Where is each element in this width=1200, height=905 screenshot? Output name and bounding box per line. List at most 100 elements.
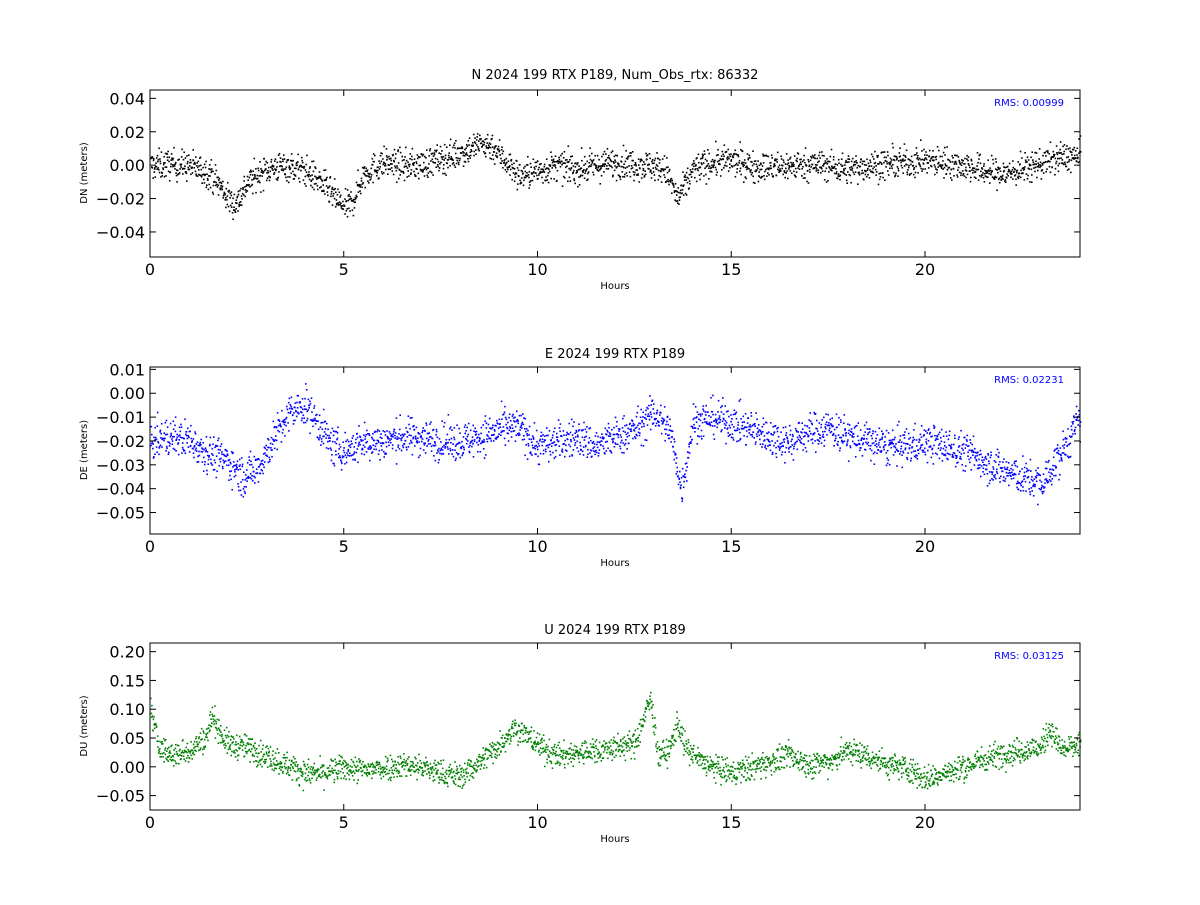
data-point xyxy=(505,169,507,171)
data-point xyxy=(279,153,281,155)
data-point xyxy=(397,436,399,438)
data-point xyxy=(396,170,398,172)
data-point xyxy=(866,159,868,161)
data-point xyxy=(209,164,211,166)
data-point xyxy=(884,151,886,153)
data-point xyxy=(775,442,777,444)
data-point xyxy=(383,451,385,453)
data-point xyxy=(313,419,315,421)
data-point xyxy=(456,157,458,159)
data-point xyxy=(690,169,692,171)
data-point xyxy=(394,435,396,437)
data-point xyxy=(552,162,554,164)
data-point xyxy=(270,171,272,173)
data-point xyxy=(284,158,286,160)
data-point xyxy=(254,175,256,177)
data-point xyxy=(747,159,749,161)
data-point xyxy=(853,172,855,174)
data-point xyxy=(690,442,692,444)
data-point xyxy=(573,437,575,439)
data-point xyxy=(492,154,494,156)
data-point xyxy=(729,434,731,436)
data-point xyxy=(637,406,639,408)
data-point xyxy=(736,430,738,432)
data-point xyxy=(838,434,840,436)
data-point xyxy=(876,171,878,173)
data-point xyxy=(369,460,371,462)
data-point xyxy=(819,441,821,443)
data-point xyxy=(1043,172,1045,174)
data-point xyxy=(580,175,582,177)
data-point xyxy=(969,439,971,441)
data-point xyxy=(242,466,244,468)
data-point xyxy=(681,477,683,479)
data-point xyxy=(916,439,918,441)
data-point xyxy=(696,157,698,159)
data-point xyxy=(859,174,861,176)
data-point xyxy=(887,450,889,452)
data-point xyxy=(212,454,214,456)
data-point xyxy=(249,171,251,173)
data-point xyxy=(407,161,409,163)
data-point xyxy=(704,153,706,155)
data-point xyxy=(807,159,809,161)
data-point xyxy=(617,155,619,157)
data-point xyxy=(910,164,912,166)
data-point xyxy=(1033,161,1035,163)
data-point xyxy=(307,418,309,420)
data-point xyxy=(807,170,809,172)
data-point xyxy=(712,411,714,413)
data-point xyxy=(505,158,507,160)
data-point xyxy=(378,441,380,443)
data-point xyxy=(706,160,708,162)
data-point xyxy=(870,445,872,447)
data-point xyxy=(419,433,421,435)
data-point xyxy=(914,439,916,441)
data-point xyxy=(153,158,155,160)
data-point xyxy=(530,180,532,182)
data-point xyxy=(403,435,405,437)
data-point xyxy=(264,452,266,454)
data-point xyxy=(168,454,170,456)
data-point xyxy=(974,448,976,450)
data-point xyxy=(934,166,936,168)
data-point xyxy=(942,460,944,462)
data-point xyxy=(1030,157,1032,159)
data-point xyxy=(660,171,662,173)
data-point xyxy=(868,445,870,447)
data-point xyxy=(196,162,198,164)
data-point xyxy=(254,456,256,458)
data-point xyxy=(269,461,271,463)
data-point xyxy=(267,177,269,179)
data-point xyxy=(685,179,687,181)
data-point xyxy=(253,471,255,473)
data-point xyxy=(192,440,194,442)
data-point xyxy=(756,169,758,171)
data-point xyxy=(974,168,976,170)
data-point xyxy=(402,434,404,436)
data-point xyxy=(325,428,327,430)
data-point xyxy=(945,163,947,165)
data-point xyxy=(233,206,235,208)
data-point xyxy=(652,159,654,161)
data-point xyxy=(1017,161,1019,163)
data-point xyxy=(872,433,874,435)
data-point xyxy=(541,177,543,179)
data-point xyxy=(246,480,248,482)
data-point xyxy=(980,163,982,165)
data-point xyxy=(957,176,959,178)
data-point xyxy=(1066,145,1068,147)
data-point xyxy=(603,448,605,450)
data-point xyxy=(290,167,292,169)
data-point xyxy=(713,434,715,436)
data-point xyxy=(643,170,645,172)
data-point xyxy=(392,444,394,446)
data-point xyxy=(611,152,613,154)
data-point xyxy=(850,182,852,184)
data-point xyxy=(383,456,385,458)
data-point xyxy=(641,177,643,179)
data-point xyxy=(210,187,212,189)
data-point xyxy=(325,169,327,171)
data-point xyxy=(924,448,926,450)
